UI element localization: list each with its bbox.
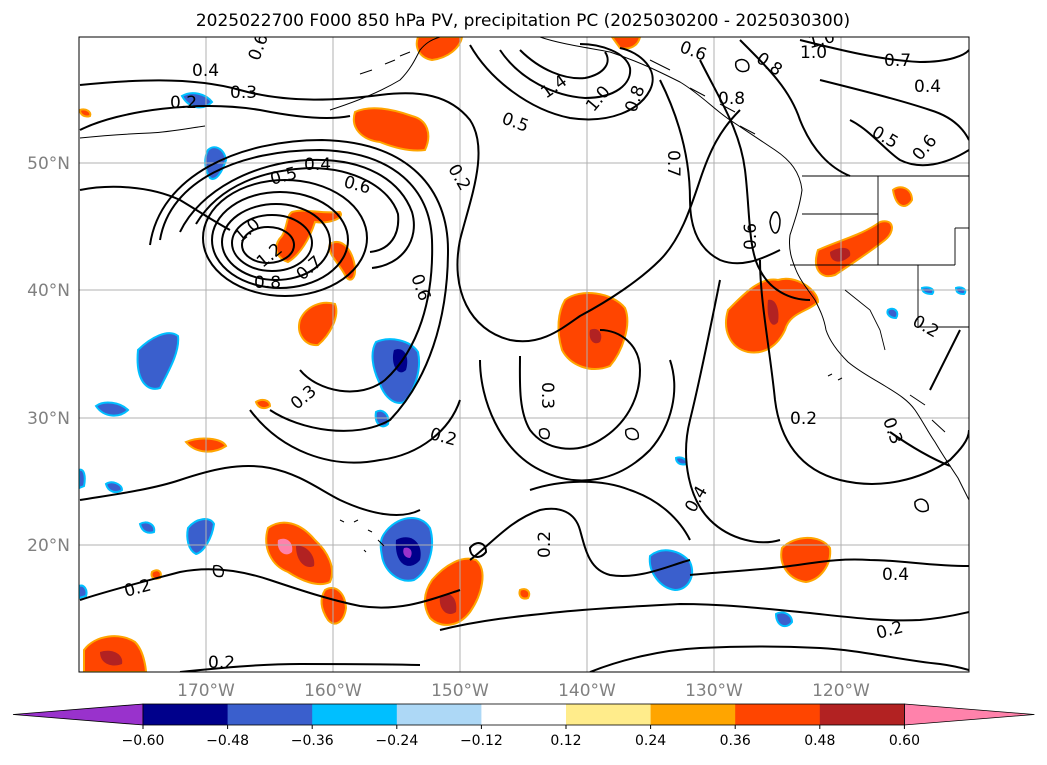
precip-darkred-core: [767, 299, 779, 325]
colorbar-tick-label: 0.12: [550, 733, 581, 749]
contour-label: 0.2: [535, 531, 555, 558]
precip-purple-core: [403, 547, 412, 558]
precip-pink-core: [277, 538, 293, 555]
coastlines: [79, 37, 969, 553]
lat-tick: 50°N: [27, 154, 70, 174]
precip-positive-area: [79, 108, 92, 118]
contour-label: 0.4: [914, 77, 941, 97]
lat-tick: 20°N: [27, 536, 70, 556]
precip-positive-area: [518, 588, 531, 600]
colorbar-segment: [227, 704, 313, 725]
precip-negative-area: [104, 481, 124, 493]
colorbar: −0.60 −0.48 −0.36 −0.24 −0.12 0.12 0.24 0.36 0.4…: [12, 703, 1035, 749]
colorbar-segment: [396, 704, 482, 725]
contour-label: 0.8: [254, 273, 281, 293]
precip-positive-area: [815, 220, 893, 278]
contour-label: 0.4: [192, 61, 219, 81]
lon-tick: 140°W: [558, 681, 616, 701]
lon-tick: 160°W: [304, 681, 362, 701]
political-borders: [790, 175, 969, 351]
pv-contours: [79, 39, 969, 672]
lon-tick: 130°W: [685, 681, 743, 701]
contour-label: 0.4: [882, 565, 909, 585]
colorbar-tick-label: 0.24: [635, 733, 666, 749]
precip-negative-area: [886, 307, 899, 320]
precip-darkred-core: [589, 328, 602, 344]
map-panel: 0.4 0.3 0.2 0.6 0.5 0.4 0.6 1.0 1.2 0.8 …: [78, 36, 970, 673]
precip-positive-area: [320, 587, 348, 625]
map-title: 2025022700 F000 850 hPa PV, precipitatio…: [196, 11, 850, 31]
precip-positive-area: [780, 536, 832, 584]
contour-label: 0.2: [208, 653, 235, 673]
colorbar-segment: [566, 704, 652, 725]
precip-negative-area: [774, 611, 794, 628]
map-frame: [78, 36, 970, 673]
lon-tick: 150°W: [431, 681, 489, 701]
precip-positive-area: [891, 186, 914, 207]
precip-positive-area: [352, 107, 430, 152]
contour-label: 0.3: [537, 382, 557, 409]
lat-tick-labels: 50°N 40°N 30°N 20°N: [27, 154, 70, 556]
precip-negative-area: [648, 549, 694, 592]
contour-label: 0.7: [884, 51, 911, 71]
contour-label: 0.2: [790, 409, 817, 429]
colorbar-tick-label: −0.48: [206, 733, 249, 749]
colorbar-segment: [143, 704, 229, 725]
colorbar-segment: [650, 704, 736, 725]
colorbar-tick-label: 0.48: [804, 733, 835, 749]
lon-tick-labels: 170°W 160°W 150°W 140°W 130°W 120°W: [177, 681, 870, 701]
colorbar-extend-low: [12, 703, 144, 726]
contour-label: 0.2: [170, 93, 197, 113]
precip-darkred-core: [439, 593, 457, 615]
contour-label: 0.6: [741, 223, 761, 250]
colorbar-segment: [819, 704, 905, 725]
precip-negative-area: [94, 401, 130, 417]
lat-tick: 30°N: [27, 409, 70, 429]
colorbar-outline: [142, 703, 905, 726]
contour-label: 0.8: [718, 89, 745, 109]
lon-tick: 170°W: [177, 681, 235, 701]
precip-darkred-core: [296, 545, 315, 568]
contour-label: 0.4: [304, 155, 331, 175]
colorbar-tick-label: −0.12: [460, 733, 503, 749]
contour-label: 1.0: [800, 43, 827, 63]
precip-negative-area: [180, 92, 214, 109]
precip-negative-area: [79, 584, 88, 600]
colorbar-tick-label: −0.24: [375, 733, 418, 749]
colorbar-segment: [312, 704, 398, 725]
precip-negative-area: [674, 456, 688, 466]
contour-label: 0.3: [230, 83, 257, 103]
precip-negative-area: [136, 332, 180, 390]
colorbar-segment: [735, 704, 821, 725]
lat-tick: 40°N: [27, 281, 70, 301]
precip-negative-area: [954, 286, 967, 296]
colorbar-tick-label: −0.36: [291, 733, 334, 749]
precip-negative-area: [920, 286, 935, 296]
precip-darkred-core: [100, 650, 123, 666]
colorbar-tick-label: 0.60: [889, 733, 920, 749]
colorbar-tick-label: 0.36: [720, 733, 751, 749]
colorbar-extend-high: [904, 703, 1035, 726]
colorbar-tick-label: −0.60: [122, 733, 165, 749]
lon-tick: 120°W: [812, 681, 870, 701]
precip-negative-area: [138, 521, 156, 534]
contour-label: 0.7: [663, 150, 683, 177]
precip-negative-area: [79, 468, 86, 490]
precip-darkred-core: [830, 247, 851, 262]
colorbar-segment: [481, 704, 567, 725]
precip-positive-area: [254, 398, 272, 410]
